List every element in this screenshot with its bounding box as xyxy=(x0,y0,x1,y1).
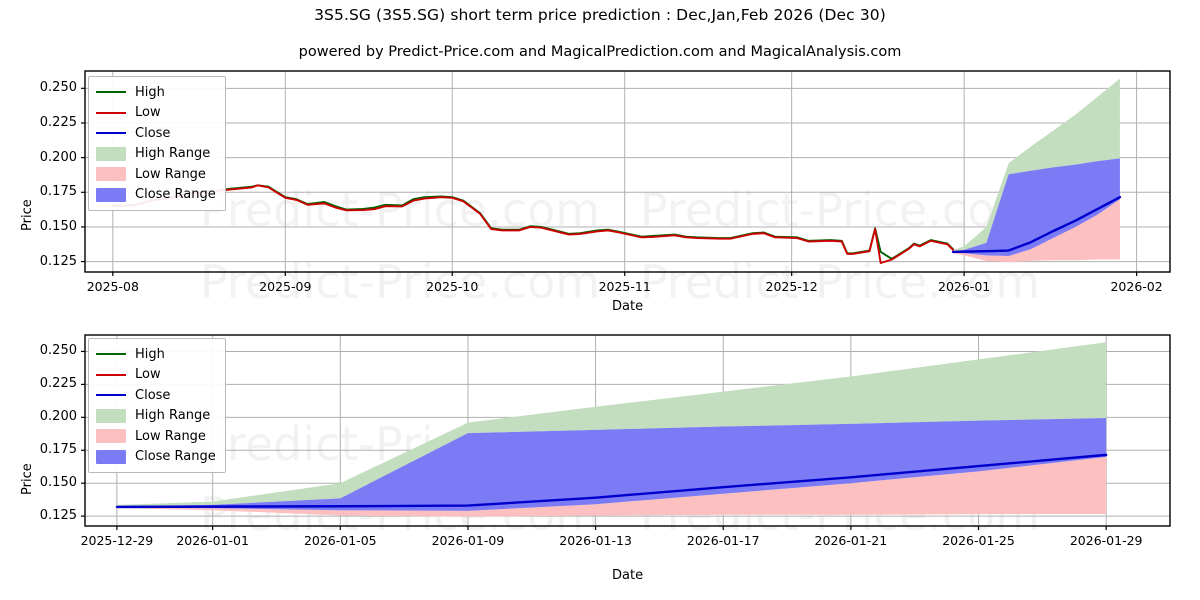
x-tick-label: 2026-01-17 xyxy=(686,533,760,548)
legend-label: High xyxy=(135,84,165,100)
legend-item-low: Low xyxy=(96,103,216,124)
legend-label: Close xyxy=(135,125,171,141)
x-tick-label: 2025-11 xyxy=(598,279,651,294)
legend-label: Low Range xyxy=(135,428,206,444)
legend-item-close: Close xyxy=(96,123,216,144)
legend-swatch-patch-icon xyxy=(96,429,126,444)
legend-item-low-range: Low Range xyxy=(96,164,216,185)
legend-item-high: High xyxy=(96,344,216,365)
legend-label: Close Range xyxy=(135,449,216,465)
y-tick-label: 0.200 xyxy=(39,149,77,165)
x-tick-label: 2026-01 xyxy=(938,279,991,294)
legend-item-low: Low xyxy=(96,365,216,386)
legend-label: High Range xyxy=(135,146,211,162)
y-tick-label: 0.200 xyxy=(39,409,77,425)
x-tick-label: 2026-01-29 xyxy=(1069,533,1143,548)
legend-swatch-patch-icon xyxy=(96,187,126,202)
x-tick-label: 2026-01-13 xyxy=(559,533,632,548)
forecast-plot: Predict-Price.comPredict-Price.comPredic… xyxy=(81,334,1171,541)
overview-plot: Predict-Price.com Predict-Price.com Predic… xyxy=(81,70,1171,309)
legend-item-close: Close xyxy=(96,385,216,406)
legend-swatch-line-icon xyxy=(96,126,126,140)
legend-swatch-patch-icon xyxy=(96,449,126,464)
legend-label: High xyxy=(135,346,165,362)
overview-legend: High Low Close High Range Low Range Close Ran… xyxy=(88,76,226,211)
x-tick-label: 2025-12-29 xyxy=(80,533,154,548)
legend-swatch-patch-icon xyxy=(96,167,126,182)
overview-chart-panel: Price Predict-Price.com Predict-Price.com… xyxy=(0,66,1200,316)
y-tick-label: 0.125 xyxy=(39,508,77,524)
legend-item-close-range: Close Range xyxy=(96,185,216,206)
y-tick-label: 0.150 xyxy=(39,475,77,491)
legend-item-high-range: High Range xyxy=(96,144,216,165)
y-tick-label: 0.250 xyxy=(39,80,77,96)
y-tick-label: 0.250 xyxy=(39,343,77,359)
y-tick-label: 0.175 xyxy=(39,442,77,458)
x-tick-label: 2026-01-01 xyxy=(176,533,249,548)
page-title: 3S5.SG (3S5.SG) short term price predict… xyxy=(314,6,886,24)
forecast-chart-panel: Price Predict-Price.comPredict-Price.com… xyxy=(0,330,1200,585)
x-tick-label: 2025-08 xyxy=(86,279,139,294)
y-tick-label: 0.125 xyxy=(39,253,77,269)
overview-x-axis-label: Date xyxy=(612,299,644,314)
y-tick-label: 0.175 xyxy=(39,184,77,200)
x-tick-label: 2026-01-09 xyxy=(431,533,505,548)
legend-swatch-patch-icon xyxy=(96,408,126,423)
x-tick-label: 2026-01-05 xyxy=(303,533,377,548)
legend-item-high: High xyxy=(96,82,216,103)
y-tick-label: 0.150 xyxy=(39,218,77,234)
svg-text:Predict-Price.com: Predict-Price.com xyxy=(200,255,600,309)
forecast-x-axis-label: Date xyxy=(612,568,644,583)
legend-swatch-patch-icon xyxy=(96,146,126,161)
x-tick-label: 2026-01-25 xyxy=(942,533,1015,548)
svg-text:Predict-Price.com: Predict-Price.com xyxy=(640,183,1040,237)
legend-swatch-line-icon xyxy=(96,388,126,402)
legend-label: Low xyxy=(135,367,161,383)
legend-item-low-range: Low Range xyxy=(96,426,216,447)
x-tick-label: 2025-09 xyxy=(259,279,312,294)
x-tick-label: 2026-01-21 xyxy=(814,533,888,548)
y-tick-label: 0.225 xyxy=(39,376,77,392)
svg-text:Predict-Price.com: Predict-Price.com xyxy=(640,255,1040,309)
legend-swatch-line-icon xyxy=(96,368,126,382)
legend-item-high-range: High Range xyxy=(96,406,216,427)
page-subtitle: powered by Predict-Price.com and Magical… xyxy=(298,44,902,60)
svg-text:Predict-Price.com: Predict-Price.com xyxy=(200,183,600,237)
legend-swatch-line-icon xyxy=(96,85,126,99)
legend-label: Low Range xyxy=(135,166,206,182)
legend-label: Close Range xyxy=(135,187,216,203)
legend-item-close-range: Close Range xyxy=(96,447,216,468)
legend-label: Close xyxy=(135,387,171,403)
x-tick-label: 2025-12 xyxy=(765,279,818,294)
forecast-legend: High Low Close High Range Low Range Close Ran… xyxy=(88,338,226,473)
legend-label: High Range xyxy=(135,408,211,424)
legend-swatch-line-icon xyxy=(96,106,126,120)
y-tick-label: 0.225 xyxy=(39,114,77,130)
x-tick-label: 2026-02 xyxy=(1110,279,1163,294)
legend-label: Low xyxy=(135,105,161,121)
legend-swatch-line-icon xyxy=(96,347,126,361)
x-tick-label: 2025-10 xyxy=(426,279,479,294)
